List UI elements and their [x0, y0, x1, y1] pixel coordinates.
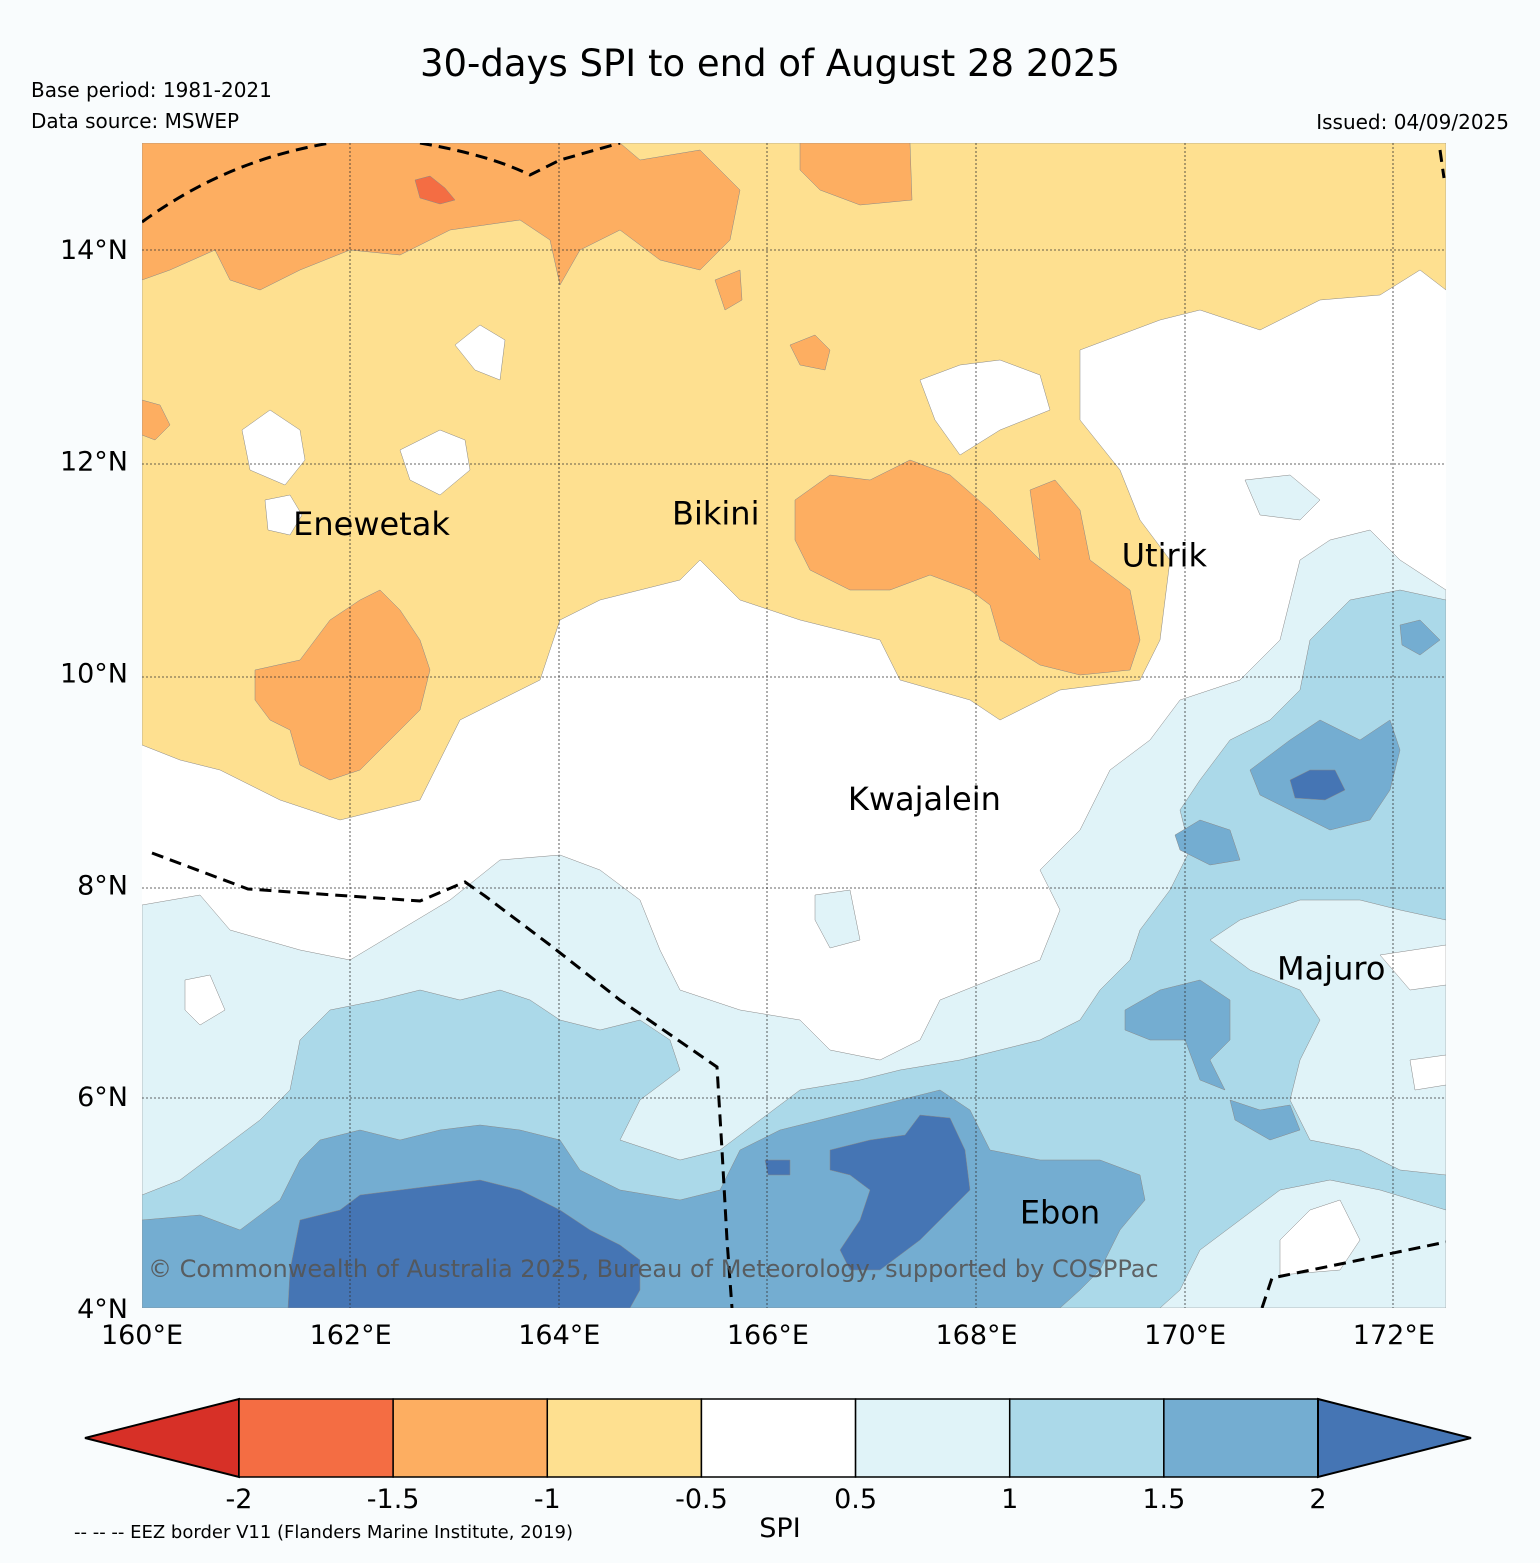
colorbar-box	[546, 1398, 703, 1478]
lon-tick-label: 168°E	[936, 1320, 1018, 1351]
lat-tick-label: 12°N	[60, 447, 128, 478]
colorbar-label: SPI	[759, 1513, 801, 1544]
colorbar: -2 -1.5 -1 -0.5 0.5 1 1.5 2	[84, 1397, 1472, 1515]
colorbar-tick-label: 0.5	[834, 1484, 877, 1515]
colorbar-tick-label: -1.5	[367, 1484, 420, 1515]
place-labels: Enewetak Bikini Utirik Kwajalein Majuro Ebon	[293, 494, 1385, 1231]
lon-tick-label: 166°E	[727, 1320, 809, 1351]
colorbar-box	[700, 1398, 857, 1478]
spi-region-dry-2	[142, 143, 741, 291]
lon-tick-label: 162°E	[310, 1320, 392, 1351]
lon-tick-label: 164°E	[518, 1320, 600, 1351]
colorbar-tick-label: 2	[1309, 1484, 1326, 1515]
map-title: 30-days SPI to end of August 28 2025	[419, 42, 1121, 85]
copyright-text: © Commonwealth of Australia 2025, Bureau…	[148, 1255, 1159, 1283]
latitude-ticks: 4°N 6°N 8°N 10°N 12°N 14°N	[60, 235, 128, 1325]
colorbar-box	[1163, 1398, 1319, 1478]
colorbar-box	[854, 1398, 1011, 1478]
lon-tick-label: 170°E	[1144, 1320, 1226, 1351]
lat-tick-label: 14°N	[60, 235, 128, 266]
map-area	[142, 143, 1446, 1308]
issued-date: Issued: 04/09/2025	[1316, 110, 1509, 134]
place-label-bikini: Bikini	[672, 494, 759, 532]
spi-region-wet-4	[287, 1179, 641, 1308]
lat-tick-label: 6°N	[77, 1082, 128, 1113]
grid-lines	[142, 143, 1446, 1308]
lon-tick-label: 160°E	[101, 1320, 183, 1351]
eez-note: -- -- -- EEZ border V11 (Flanders Marine…	[74, 1522, 574, 1543]
lat-tick-label: 4°N	[77, 1294, 128, 1325]
colorbar-tick-label: -2	[226, 1484, 253, 1515]
colorbar-tick-label: 1	[1001, 1484, 1018, 1515]
lat-tick-label: 8°N	[77, 870, 128, 901]
place-label-enewetak: Enewetak	[293, 505, 450, 543]
lon-tick-label: 172°E	[1353, 1320, 1435, 1351]
lat-tick-label: 10°N	[60, 659, 128, 690]
colorbar-box	[1008, 1398, 1165, 1478]
colorbar-box	[392, 1398, 549, 1478]
place-label-utirik: Utirik	[1122, 537, 1208, 575]
colorbar-tick-label: -0.5	[675, 1484, 728, 1515]
base-period: Base period: 1981-2021	[31, 78, 272, 102]
colorbar-tick-label: 1.5	[1142, 1484, 1185, 1515]
place-label-majuro: Majuro	[1277, 950, 1385, 988]
eez-border	[142, 143, 1446, 1308]
place-label-ebon: Ebon	[1020, 1193, 1100, 1231]
data-source: Data source: MSWEP	[31, 109, 240, 133]
colorbar-high-extend	[1317, 1397, 1472, 1479]
colorbar-box	[238, 1398, 394, 1478]
place-label-kwajalein: Kwajalein	[848, 780, 1001, 818]
longitude-ticks: 160°E 162°E 164°E 166°E 168°E 170°E 172°E	[101, 1320, 1435, 1351]
spi-region-dry-3	[414, 175, 456, 205]
colorbar-low-extend	[84, 1397, 240, 1479]
colorbar-tick-label: -1	[534, 1484, 561, 1515]
